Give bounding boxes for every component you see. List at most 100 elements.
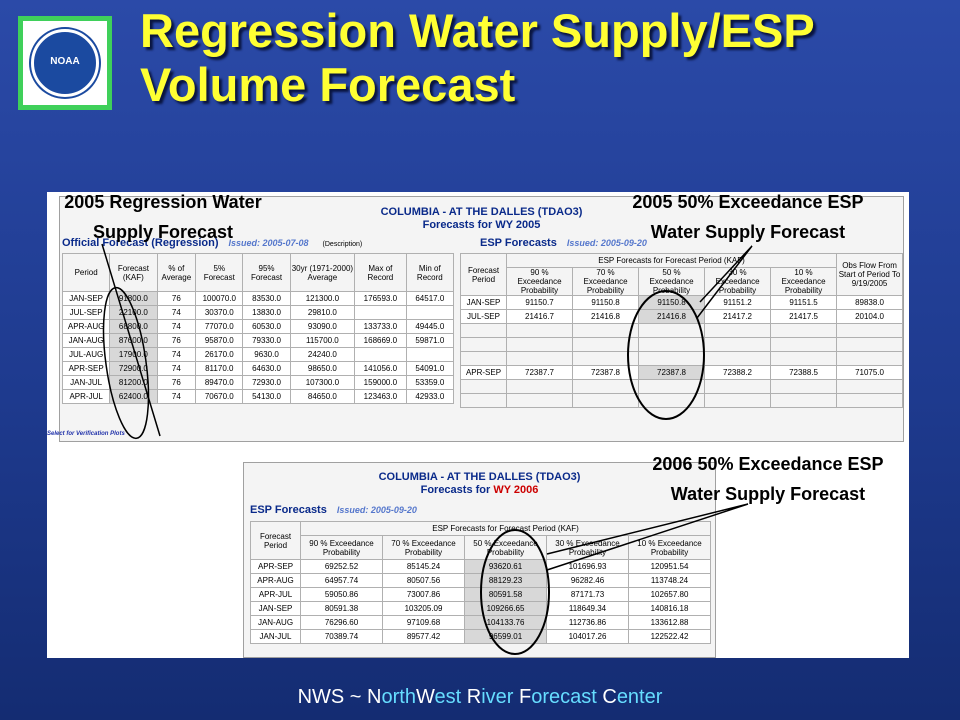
official-value-cell: 79330.0	[242, 333, 291, 348]
esp-2006-table-row[interactable]: JAN-SEP 80591.38 103205.09 109266.65 118649.…	[250, 601, 712, 616]
official-value-cell: 9630.0	[242, 347, 291, 362]
official-period-cell[interactable]: APR-AUG	[61, 319, 111, 334]
official-table-row[interactable]: APR-JUL 62400.0 74 70670.0 54130.0 84650.0 123…	[61, 389, 455, 404]
esp-2005-value-cell: 21416.7	[506, 309, 573, 324]
esp-2006-period-cell[interactable]: JAN-AUG	[250, 615, 301, 630]
official-value-cell: 107300.0	[289, 375, 356, 390]
esp-2005-table-row[interactable]: APR-SEP 72387.7 72387.8 72387.8 72388.2 72388…	[460, 365, 904, 380]
official-table-row[interactable]: JAN-JUL 81200.0 76 89470.0 72930.0 107300.0 15…	[61, 375, 455, 390]
noaa-emblem-icon: NOAA	[31, 29, 99, 97]
esp-issued-2006: Issued: 2005-09-20	[336, 505, 417, 515]
official-column-header: Forecast (KAF)	[109, 253, 158, 292]
official-value-cell: 93090.0	[289, 319, 356, 334]
official-value-cell: 53359.0	[405, 375, 455, 390]
esp-2006-value-cell: 73007.86	[382, 587, 465, 602]
official-value-cell: 72930.0	[242, 375, 291, 390]
esp-2006-table-row[interactable]: JAN-AUG 76296.60 97109.68 104133.76 112736.8…	[250, 615, 712, 630]
official-table-row[interactable]: JAN-SEP 91800.0 76 100070.0 83530.0 121300.0 1…	[61, 291, 455, 306]
esp-2005-value-cell	[638, 351, 705, 366]
description-link[interactable]: (Description)	[322, 241, 363, 248]
esp-2006-table-row[interactable]: APR-JUL 59050.86 73007.86 80591.58 87171.73 1…	[250, 587, 712, 602]
esp-2006-value-cell: 89577.42	[382, 629, 465, 644]
official-value-cell: 81200.0	[109, 375, 158, 390]
official-value-cell: 87600.0	[109, 333, 158, 348]
official-value-cell	[354, 305, 407, 320]
esp-2005-period-cell[interactable]: JAN-SEP	[460, 295, 507, 310]
esp-2005-value-cell	[836, 323, 904, 338]
official-value-cell: 77070.0	[195, 319, 244, 334]
official-period-cell[interactable]: JAN-JUL	[61, 375, 111, 390]
official-value-cell: 133733.0	[354, 319, 407, 334]
official-value-cell: 72900.0	[109, 361, 158, 376]
esp-2006-value-cell: 88129.23	[464, 573, 547, 588]
esp-2005-value-cell	[572, 393, 639, 408]
official-value-cell: 24240.0	[289, 347, 356, 362]
esp-2005-column-header: Forecast Period	[460, 253, 507, 296]
official-value-cell: 30370.0	[195, 305, 244, 320]
official-value-cell	[354, 347, 407, 362]
esp-2006-value-cell: 59050.86	[300, 587, 383, 602]
esp-2005-value-cell: 72388.5	[769, 365, 838, 380]
esp-2006-value-cell: 113748.24	[627, 573, 712, 588]
official-value-cell: 49445.0	[405, 319, 455, 334]
callout-regression-2005: 2005 Regression Water Supply Forecast	[64, 192, 262, 242]
logo-text: NOAA	[50, 56, 80, 67]
official-period-cell[interactable]: JUL-AUG	[61, 347, 111, 362]
esp-2006-period-cell[interactable]: APR-JUL	[250, 587, 301, 602]
callout-esp-2005: 2005 50% Exceedance ESP Water Supply For…	[632, 192, 864, 242]
esp-2005-period-cell[interactable]: APR-SEP	[460, 365, 507, 380]
esp-2006-table-row[interactable]: APR-AUG 64957.74 80507.56 88129.23 96282.46 1…	[250, 573, 712, 588]
esp-2006-column-header: 10 % Exceedance Probability	[627, 535, 712, 560]
esp-2005-group-header: ESP Forecasts for Forecast Period (KAF)	[505, 253, 838, 268]
esp-2005-value-cell	[506, 393, 573, 408]
esp-2005-table-row	[460, 323, 904, 338]
official-table-row[interactable]: JUL-SEP 22100.0 74 30370.0 13830.0 29810.0	[61, 305, 455, 320]
esp-2006-value-cell: 109266.65	[464, 601, 547, 616]
esp-2005-value-cell: 91150.8	[638, 295, 705, 310]
official-period-cell[interactable]: JAN-AUG	[61, 333, 111, 348]
esp-2005-table-row	[460, 393, 904, 408]
esp-2006-value-cell: 80591.38	[300, 601, 383, 616]
bottom-frame-wy: Forecasts for WY 2006	[420, 484, 539, 496]
esp-2006-period-cell[interactable]: JAN-SEP	[250, 601, 301, 616]
esp-2005-period-cell[interactable]: JUL-SEP	[460, 309, 507, 324]
official-period-cell[interactable]: APR-JUL	[61, 389, 111, 404]
official-value-cell: 83530.0	[242, 291, 291, 306]
official-value-cell: 26170.0	[195, 347, 244, 362]
esp-2005-table: Forecast Period ESP Forecasts for Forecas…	[460, 253, 904, 408]
esp-2005-group-row: Forecast Period ESP Forecasts for Forecas…	[460, 253, 904, 296]
official-period-cell[interactable]: APR-SEP	[61, 361, 111, 376]
esp-2006-value-cell: 80591.58	[464, 587, 547, 602]
official-value-cell: 159000.0	[354, 375, 407, 390]
esp-2006-table-row[interactable]: JAN-JUL 70389.74 89577.42 96599.01 104017.26…	[250, 629, 712, 644]
esp-2005-table-row[interactable]: JAN-SEP 91150.7 91150.8 91150.8 91151.2 91151…	[460, 295, 904, 310]
official-period-cell[interactable]: JAN-SEP	[61, 291, 111, 306]
esp-2006-period-cell[interactable]: APR-SEP	[250, 559, 301, 574]
esp-2006-value-cell: 85145.24	[382, 559, 465, 574]
official-period-cell[interactable]: JUL-SEP	[61, 305, 111, 320]
esp-2005-value-cell: 21416.8	[638, 309, 705, 324]
official-table-row[interactable]: JAN-AUG 87600.0 76 95870.0 79330.0 115700.0 16…	[61, 333, 455, 348]
official-value-cell: 81170.0	[195, 361, 244, 376]
verification-plots-link[interactable]: Select for Verification Plots	[47, 431, 125, 437]
esp-2006-value-cell: 64957.74	[300, 573, 383, 588]
esp-2006-period-cell[interactable]: JAN-JUL	[250, 629, 301, 644]
official-table-row[interactable]: APR-AUG 68800.0 74 77070.0 60530.0 93090.0 133…	[61, 319, 455, 334]
esp-2005-value-cell: 20104.0	[836, 309, 904, 324]
official-table-row[interactable]: APR-SEP 72900.0 74 81170.0 64630.0 98650.0 141…	[61, 361, 455, 376]
official-table-row[interactable]: JUL-AUG 17900.0 74 26170.0 9630.0 24240.0	[61, 347, 455, 362]
official-value-cell: 76	[156, 375, 197, 390]
bottom-frame-title: COLUMBIA - AT THE DALLES (TDAO3) Forecas…	[244, 471, 715, 497]
official-issued: Issued: 2005-07-08	[228, 238, 309, 248]
esp-2006-period-cell[interactable]: APR-AUG	[250, 573, 301, 588]
esp-2006-table-row[interactable]: APR-SEP 69252.52 85145.24 93620.61 101696.93…	[250, 559, 712, 574]
esp-2005-table-row[interactable]: JUL-SEP 21416.7 21416.8 21416.8 21417.2 21417…	[460, 309, 904, 324]
esp-2006-value-cell: 140816.18	[627, 601, 712, 616]
esp-2005-period-cell	[460, 337, 507, 352]
official-column-header: Period	[61, 253, 111, 292]
official-value-cell: 141056.0	[354, 361, 407, 376]
official-value-cell: 60530.0	[242, 319, 291, 334]
top-frame-wy: Forecasts for WY 2005	[422, 219, 541, 231]
esp-2006-value-cell: 101696.93	[546, 559, 629, 574]
esp-2006-column-header: 30 % Exceedance Probability	[546, 535, 629, 560]
